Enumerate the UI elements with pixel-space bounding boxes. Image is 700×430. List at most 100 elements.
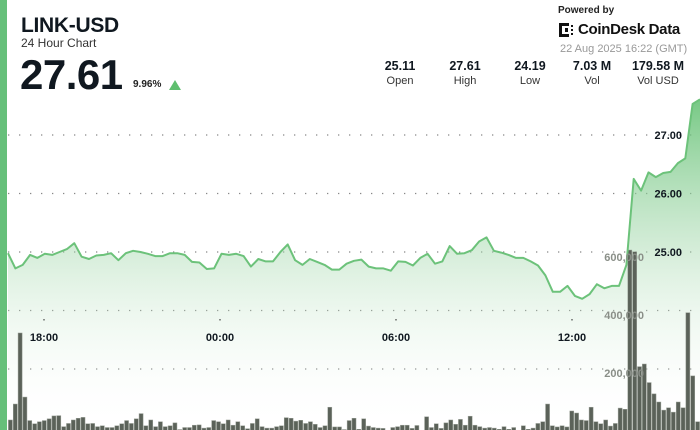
volume-bar <box>448 419 454 430</box>
volume-bar <box>458 419 463 430</box>
volume-bar <box>603 419 608 430</box>
volume-bar <box>613 423 618 430</box>
volume-bar <box>404 424 410 430</box>
volume-bar <box>453 424 458 430</box>
volume-tick-label: 600,000 <box>604 252 644 264</box>
volume-bar <box>675 401 681 430</box>
volume-bar <box>104 427 110 430</box>
price-tick-label: 27.00 <box>654 130 682 142</box>
volume-bar <box>424 416 429 430</box>
volume-bar <box>463 424 468 430</box>
volume-bar <box>27 420 33 430</box>
volume-bar <box>240 425 245 430</box>
stat-label: Low <box>519 75 541 87</box>
volume-bar <box>22 396 28 430</box>
volume-bar <box>332 426 337 430</box>
price-axis-labels: 27.00 26.00 25.00 <box>654 130 682 259</box>
volume-bar <box>584 420 589 430</box>
volume-bar <box>680 407 686 430</box>
volume-bar <box>671 411 676 430</box>
volume-bar <box>211 420 216 430</box>
stat-value: 27.61 <box>449 59 481 73</box>
stat-value: 179.58 M <box>631 59 685 73</box>
volume-bar <box>46 418 52 430</box>
time-tick-label: 18:00 <box>30 332 58 344</box>
volume-bar <box>521 425 526 430</box>
volume-bar <box>66 423 71 430</box>
volume-bar <box>100 425 105 430</box>
volume-bar <box>646 382 652 430</box>
stat-label: Open <box>386 75 414 87</box>
volume-bar <box>17 332 23 430</box>
volume-bar <box>695 421 700 430</box>
volume-bar <box>308 421 313 430</box>
volume-bar <box>32 423 37 430</box>
stats-row: 25.11 Open 27.61 High 24.19 Low 7.03 M Vol 1… <box>370 59 698 91</box>
volume-bar <box>322 425 328 430</box>
volume-bar <box>250 423 255 430</box>
powered-by-label: Powered by <box>558 5 615 16</box>
asset-title: LINK-USD <box>21 14 119 37</box>
volume-bar <box>395 426 400 430</box>
volume-bar <box>632 251 637 430</box>
volume-bar <box>254 418 260 430</box>
coindesk-data-logo[interactable]: CoinDesk Data <box>558 21 680 39</box>
stat-vol: 7.03 M Vol <box>560 59 624 88</box>
volume-bar <box>148 419 154 430</box>
volume-bar <box>293 420 299 430</box>
volume-bar <box>598 423 604 430</box>
volume-bar <box>75 417 81 430</box>
volume-bar <box>511 427 516 430</box>
volume-bar <box>429 427 434 430</box>
time-axis-labels: 18:00 00:00 06:00 12:00 <box>30 319 586 344</box>
x-tick-mark <box>395 319 397 321</box>
price-area-fill <box>8 99 700 430</box>
volume-bar <box>158 421 163 430</box>
volume-bar <box>414 425 420 430</box>
volume-bar <box>608 425 613 430</box>
volume-bar <box>472 424 478 430</box>
price-change-percent: 9.96% <box>133 79 162 90</box>
volume-bar <box>153 426 158 430</box>
time-tick-label: 00:00 <box>206 332 234 344</box>
volume-bar <box>642 363 647 430</box>
timestamp: 22 Aug 2025 16:22 (GMT) <box>560 43 688 55</box>
coindesk-logo-icon <box>559 23 573 37</box>
volume-bar <box>230 424 236 430</box>
volume-bar <box>487 427 492 430</box>
volume-bar <box>313 424 318 430</box>
volume-bar <box>666 407 671 430</box>
volume-bar <box>279 425 284 430</box>
volume-bar <box>588 406 594 430</box>
volume-bar <box>433 423 439 430</box>
volume-bar <box>37 421 42 430</box>
volume-bar <box>143 425 149 430</box>
time-tick-label: 06:00 <box>382 332 410 344</box>
volume-bar <box>138 413 144 430</box>
x-tick-mark <box>571 319 573 321</box>
stat-label: High <box>453 75 477 87</box>
volume-bar <box>61 426 66 430</box>
volume-tick-label: 200,000 <box>604 368 644 380</box>
volume-tick-label: 400,000 <box>604 310 644 322</box>
volume-bar <box>622 409 628 430</box>
volume-bar <box>574 412 579 430</box>
volume-bar <box>337 426 342 430</box>
chart-subtitle: 24 Hour Chart <box>21 36 97 50</box>
volume-bar <box>346 420 352 430</box>
volume-bar <box>172 422 178 430</box>
volume-bar <box>579 419 584 430</box>
stat-low: 24.19 Low <box>498 59 562 88</box>
volume-bar <box>235 421 241 430</box>
volume-bar <box>42 420 47 430</box>
volume-bar <box>114 425 120 430</box>
stat-high: 27.61 High <box>433 59 497 88</box>
volume-bar <box>656 401 662 430</box>
volume-bar <box>133 418 139 430</box>
volume-bar <box>187 427 192 430</box>
volume-bar <box>85 423 91 430</box>
volume-bar <box>554 426 560 430</box>
price-tick-label: 25.00 <box>654 247 682 259</box>
stat-value: 7.03 M <box>572 59 612 73</box>
